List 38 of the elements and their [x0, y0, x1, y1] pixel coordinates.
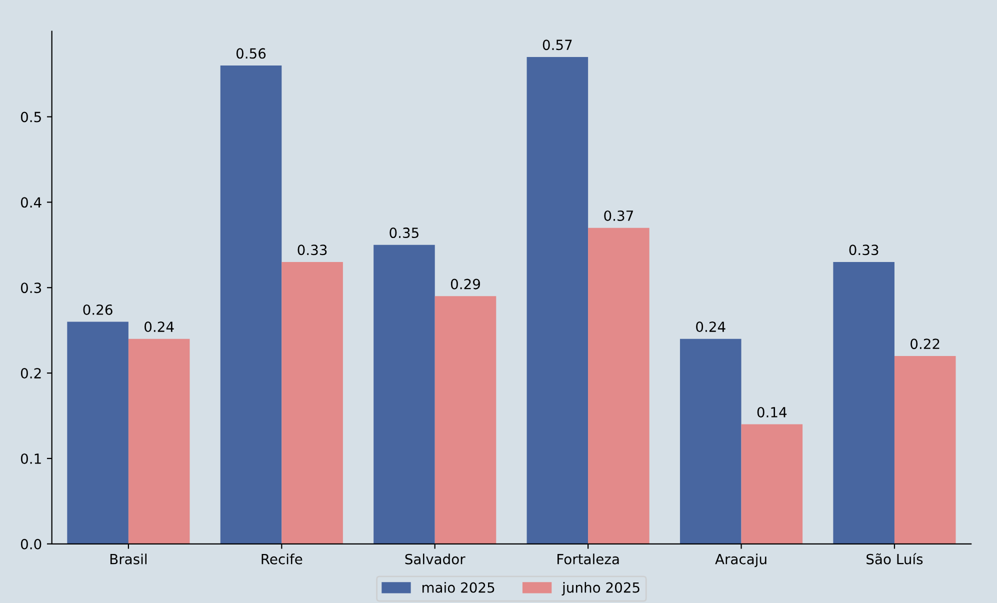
data-label: 0.33 [849, 244, 878, 256]
data-label: 0.29 [450, 278, 480, 290]
y-tick-label: 0.1 [20, 453, 41, 464]
legend-label: maio 2025 [422, 582, 494, 593]
bar [128, 338, 190, 544]
legend-label: junho 2025 [562, 582, 640, 596]
x-tick-label: Recife [262, 554, 302, 564]
y-tick-label: 0.3 [20, 282, 42, 294]
bar [588, 228, 650, 544]
bar [833, 262, 894, 544]
bar [67, 322, 128, 544]
bar [282, 262, 343, 544]
data-label: 0.57 [542, 40, 572, 50]
x-tick-label: Aracaju [715, 554, 766, 568]
bar [894, 356, 956, 544]
y-tick-label: 0.2 [20, 368, 41, 379]
data-label: 0.33 [298, 244, 327, 256]
bar [741, 424, 803, 544]
bar [680, 338, 742, 544]
data-label: 0.56 [236, 48, 266, 59]
y-tick-label: 0.5 [20, 112, 41, 122]
x-tick-label: Brasil [110, 554, 146, 564]
data-label: 0.35 [390, 228, 418, 238]
bar [526, 56, 588, 544]
data-label: 0.22 [910, 338, 940, 350]
data-label: 0.24 [696, 322, 726, 332]
data-label: 0.24 [144, 322, 174, 332]
bar [374, 244, 435, 544]
bar [434, 296, 496, 544]
data-label: 0.14 [757, 406, 787, 418]
x-tick-label: Fortaleza [558, 554, 619, 564]
x-tick-label: São Luís [866, 553, 923, 564]
x-tick-label: Salvador [405, 554, 466, 564]
y-tick-label: 0.0 [20, 538, 42, 550]
data-label: 0.37 [604, 210, 633, 221]
data-label: 0.26 [83, 304, 112, 315]
y-tick-label: 0.4 [20, 197, 42, 208]
bar [220, 66, 282, 544]
